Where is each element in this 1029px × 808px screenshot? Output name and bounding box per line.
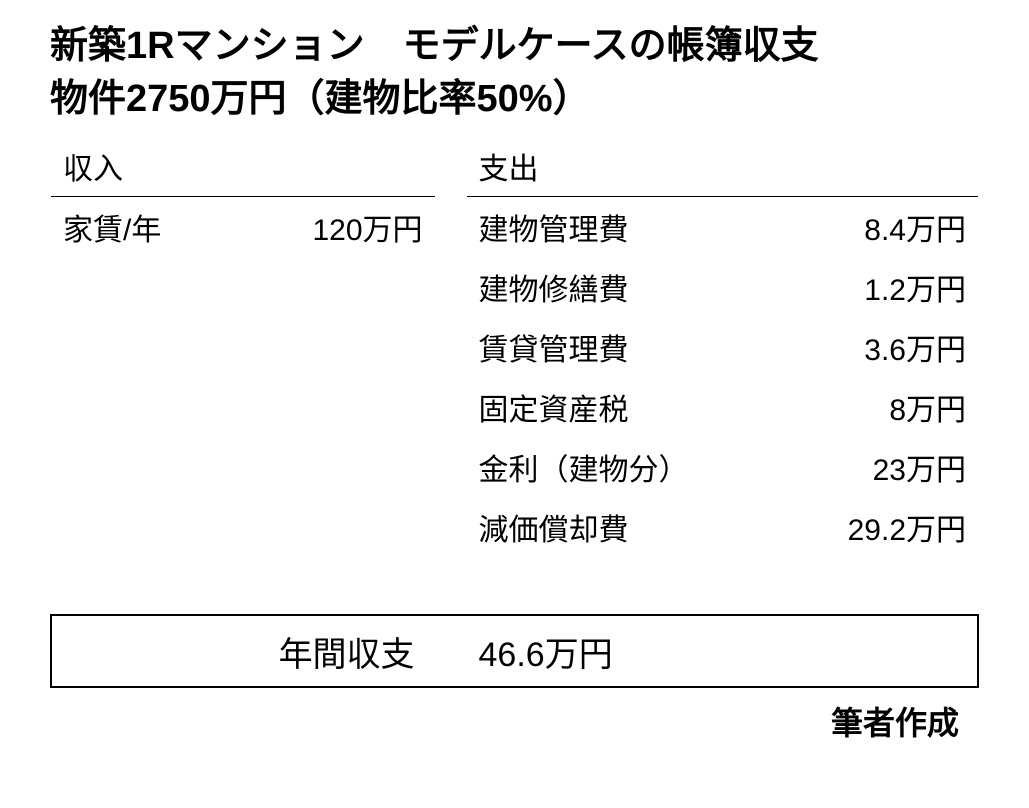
table-row: 金利（建物分） 23万円 [51, 437, 978, 497]
expense-value: 3.6万円 [765, 317, 978, 377]
expense-label: 賃貸管理費 [467, 317, 765, 377]
table-header-row: 収入 支出 [51, 136, 978, 197]
header-expense-value [765, 136, 978, 197]
expense-label: 建物修繕費 [467, 257, 765, 317]
expense-label: 減価償却費 [467, 497, 765, 557]
table-row-empty [51, 557, 978, 615]
income-label: 家賃/年 [51, 197, 243, 258]
header-spacer [435, 136, 467, 197]
expense-label: 固定資産税 [467, 377, 765, 437]
table-row: 建物修繕費 1.2万円 [51, 257, 978, 317]
total-value: 46.6万円 [467, 615, 765, 687]
expense-value: 29.2万円 [765, 497, 978, 557]
header-income-value [243, 136, 435, 197]
expense-label: 建物管理費 [467, 197, 765, 258]
table-row: 家賃/年 120万円 建物管理費 8.4万円 [51, 197, 978, 258]
total-label: 年間収支 [243, 615, 435, 687]
expense-label: 金利（建物分） [467, 437, 765, 497]
header-income-label: 収入 [51, 136, 243, 197]
header-expense-label: 支出 [467, 136, 765, 197]
expense-value: 8.4万円 [765, 197, 978, 258]
table-total-row: 年間収支 46.6万円 [51, 615, 978, 687]
expense-value: 23万円 [765, 437, 978, 497]
table-row: 減価償却費 29.2万円 [51, 497, 978, 557]
table-row: 固定資産税 8万円 [51, 377, 978, 437]
table-row: 賃貸管理費 3.6万円 [51, 317, 978, 377]
spacer [435, 197, 467, 258]
page-title: 新築1Rマンション モデルケースの帳簿収支 物件2750万円（建物比率50%） [50, 20, 979, 126]
expense-value: 8万円 [765, 377, 978, 437]
title-line-1: 新築1Rマンション モデルケースの帳簿収支 [50, 25, 819, 67]
balance-table: 収入 支出 家賃/年 120万円 建物管理費 8.4万円 建物修繕費 1.2万円… [50, 136, 979, 688]
title-line-2: 物件2750万円（建物比率50%） [50, 78, 591, 120]
expense-value: 1.2万円 [765, 257, 978, 317]
footer-credit: 筆者作成 [50, 698, 979, 744]
income-value: 120万円 [243, 197, 435, 258]
